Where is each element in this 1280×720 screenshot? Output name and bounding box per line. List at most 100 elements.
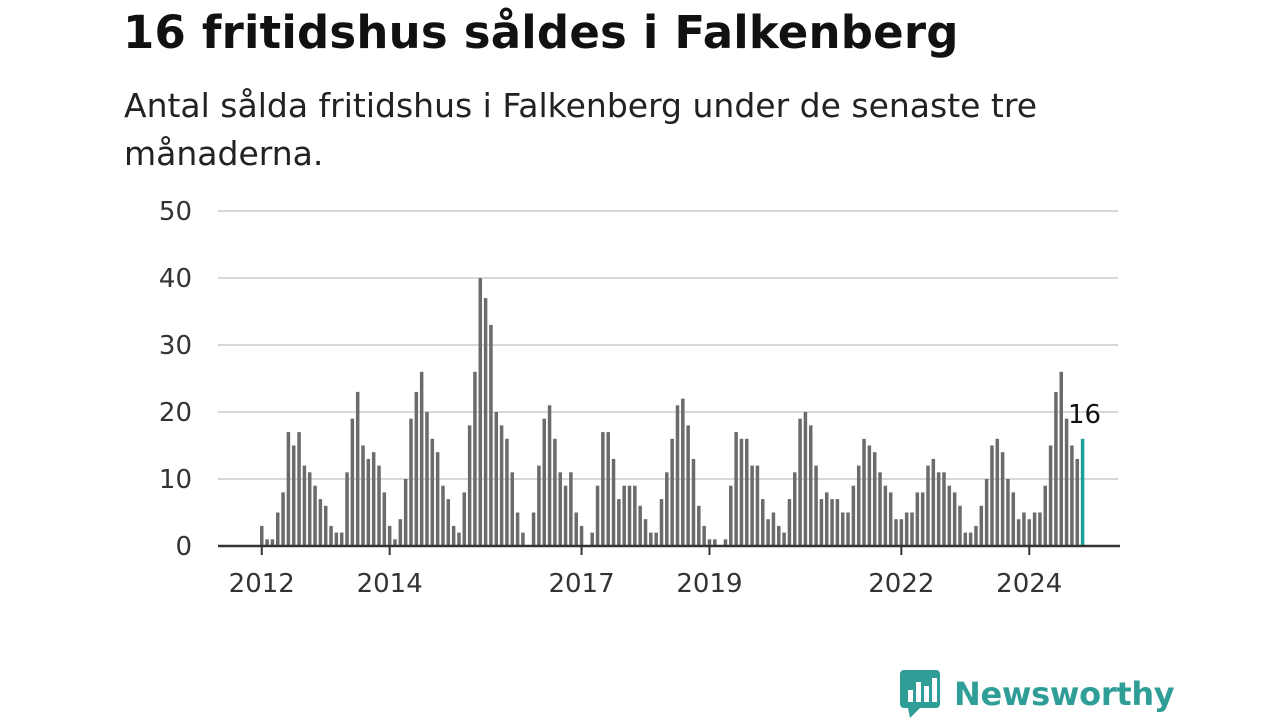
bar: [942, 472, 946, 546]
bar: [814, 465, 818, 546]
bar: [819, 499, 824, 546]
bar: [419, 371, 424, 546]
bar: [1043, 485, 1048, 546]
bar: [707, 539, 712, 546]
bar: [622, 485, 626, 546]
bar: [851, 485, 856, 546]
bar: [409, 418, 413, 546]
axes: [218, 544, 1120, 555]
bar: [473, 371, 477, 546]
y-tick-label: 40: [159, 264, 192, 294]
bar: [542, 418, 546, 546]
bar: [920, 492, 925, 546]
bar: [339, 532, 344, 546]
bar: [1032, 512, 1037, 546]
bar: [846, 512, 850, 546]
x-tick-label: 2022: [868, 569, 934, 599]
y-tick-label: 10: [159, 465, 192, 495]
bar: [606, 432, 610, 546]
bar: [345, 472, 349, 546]
bar: [766, 519, 770, 546]
bar: [590, 532, 594, 546]
bar: [489, 324, 493, 546]
x-tick-label: 2019: [676, 569, 742, 599]
x-tick-label: 2017: [548, 569, 614, 599]
bar: [974, 525, 978, 546]
bar: [366, 458, 371, 546]
bar: [350, 418, 355, 546]
bar: [824, 492, 829, 546]
bar: [403, 479, 408, 546]
bar: [265, 539, 269, 546]
bar: [798, 418, 802, 546]
bar: [579, 525, 584, 546]
bar: [1000, 452, 1005, 546]
bar: [393, 539, 397, 546]
bar: [963, 532, 968, 546]
bar: [808, 425, 813, 546]
bar: [515, 512, 520, 546]
bar: [686, 425, 690, 546]
bar: [691, 458, 696, 546]
bar: [1027, 519, 1032, 546]
bar: [904, 512, 909, 546]
bar: [883, 485, 888, 546]
bar: [665, 472, 669, 546]
bar: [1070, 445, 1074, 546]
bar: [856, 465, 861, 546]
bar-highlight: [1080, 438, 1085, 546]
bar: [595, 485, 600, 546]
bar: [1075, 458, 1079, 546]
brand-logo: Newsworthy: [900, 670, 1175, 718]
bar: [670, 438, 674, 546]
bar: [840, 512, 845, 546]
bar: [830, 499, 834, 546]
bar: [291, 445, 296, 546]
bar: [968, 532, 973, 546]
highlight-value-label: 16: [1068, 400, 1101, 430]
bar: [569, 472, 573, 546]
brand-name: Newsworthy: [954, 675, 1175, 713]
bar: [627, 485, 632, 546]
bar: [505, 438, 509, 546]
bar: [761, 499, 765, 546]
bar: [926, 465, 930, 546]
chart-subtitle: Antal sålda fritidshus i Falkenberg unde…: [124, 86, 1038, 173]
bar: [777, 525, 781, 546]
bar: [457, 532, 461, 546]
bar: [558, 472, 562, 546]
bar: [638, 505, 642, 546]
bar: [483, 298, 488, 546]
bar: [633, 485, 637, 546]
x-tick-label: 2012: [229, 569, 295, 599]
bar: [355, 391, 360, 546]
bar: [675, 405, 680, 546]
bar: [425, 412, 429, 546]
bar: [729, 485, 733, 546]
bar: [894, 519, 898, 546]
bar: [574, 512, 578, 546]
bar: [750, 465, 754, 546]
bar: [270, 539, 275, 546]
bar: [510, 472, 515, 546]
bar: [467, 425, 472, 546]
bar: [915, 492, 920, 546]
bar: [499, 425, 504, 546]
bar: [398, 519, 403, 546]
bar-chart-speech-bubble-icon: [900, 670, 940, 718]
bar: [649, 532, 653, 546]
bar: [275, 512, 280, 546]
bar: [462, 492, 467, 546]
bar: [643, 519, 648, 546]
bar: [318, 499, 323, 546]
bar: [307, 472, 312, 546]
bar: [659, 499, 664, 546]
bar: [617, 499, 621, 546]
chart-title: 16 fritidshus såldes i Falkenberg: [123, 6, 959, 59]
bar: [1038, 512, 1042, 546]
bar: [537, 465, 541, 546]
bar: [713, 539, 717, 546]
bar: [958, 505, 962, 546]
bar: [872, 452, 877, 546]
